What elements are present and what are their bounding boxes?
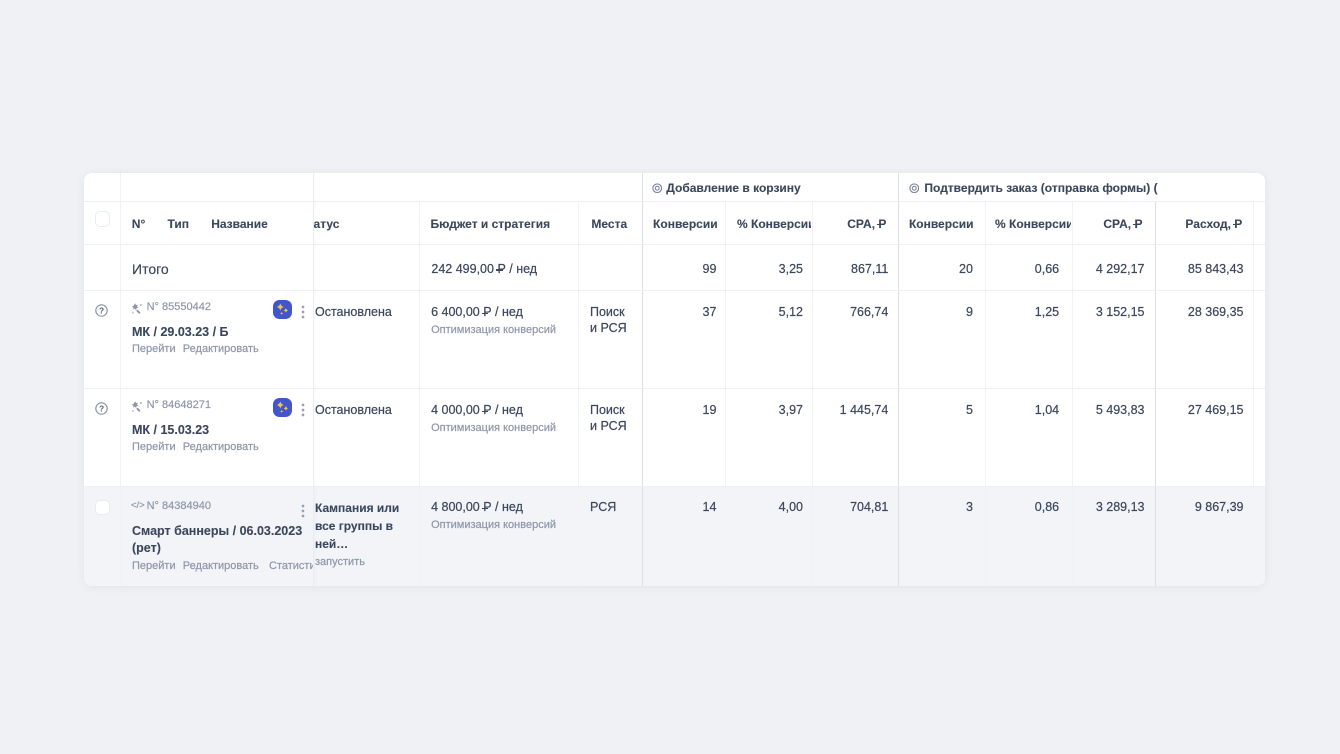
svg-text:?: ?	[99, 305, 104, 315]
svg-text:?: ?	[99, 403, 104, 413]
